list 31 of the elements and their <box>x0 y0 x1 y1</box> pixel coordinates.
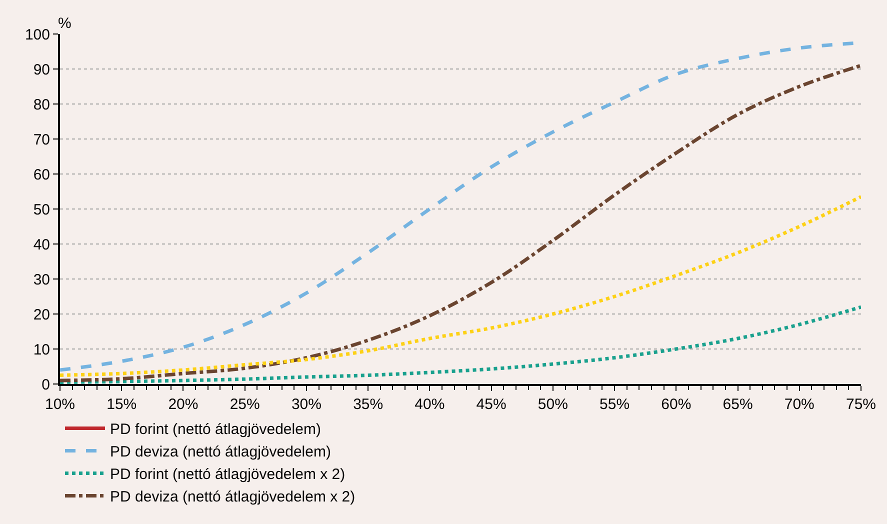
x-tick-label: 15% <box>106 396 137 413</box>
y-tick-label: 40 <box>33 236 50 254</box>
x-tick-label: 35% <box>353 396 384 413</box>
y-tick-label: 60 <box>33 166 50 184</box>
y-tick-label: 30 <box>33 271 50 288</box>
y-tick-label: 50 <box>33 201 50 218</box>
x-tick-label: 50% <box>538 396 568 413</box>
x-tick-label: 30% <box>291 396 322 413</box>
y-tick-label: 10 <box>33 341 50 358</box>
y-tick-label: 20 <box>33 306 50 324</box>
x-tick-label: 10% <box>44 396 76 413</box>
x-tick-label: 40% <box>414 396 445 413</box>
legend-label: PD deviza (nettó átlagjövedelem) <box>110 444 331 461</box>
x-tick-label: 45% <box>476 396 506 413</box>
x-tick-label: 55% <box>600 396 630 413</box>
y-tick-label: 70 <box>33 131 50 148</box>
legend-label: PD forint (nettó átlagjövedelem x 2) <box>110 466 346 484</box>
y-tick-label: 80 <box>33 96 50 114</box>
legend-label: PD forint (nettó átlagjövedelem) <box>110 421 321 438</box>
y-axis-title: % <box>58 15 72 32</box>
x-tick-label: 60% <box>661 396 692 413</box>
legend-label: PD deviza (nettó átlagjövedelem x 2) <box>110 488 356 506</box>
x-tick-label: 25% <box>230 396 260 413</box>
y-tick-label: 100 <box>24 26 50 44</box>
y-tick-label: 90 <box>33 61 50 78</box>
x-tick-label: 75% <box>846 396 876 413</box>
x-tick-label: 65% <box>722 396 753 413</box>
y-tick-label: 0 <box>42 376 50 394</box>
x-tick-label: 70% <box>784 396 814 413</box>
x-tick-label: 20% <box>168 396 198 413</box>
line-series <box>60 195 861 377</box>
